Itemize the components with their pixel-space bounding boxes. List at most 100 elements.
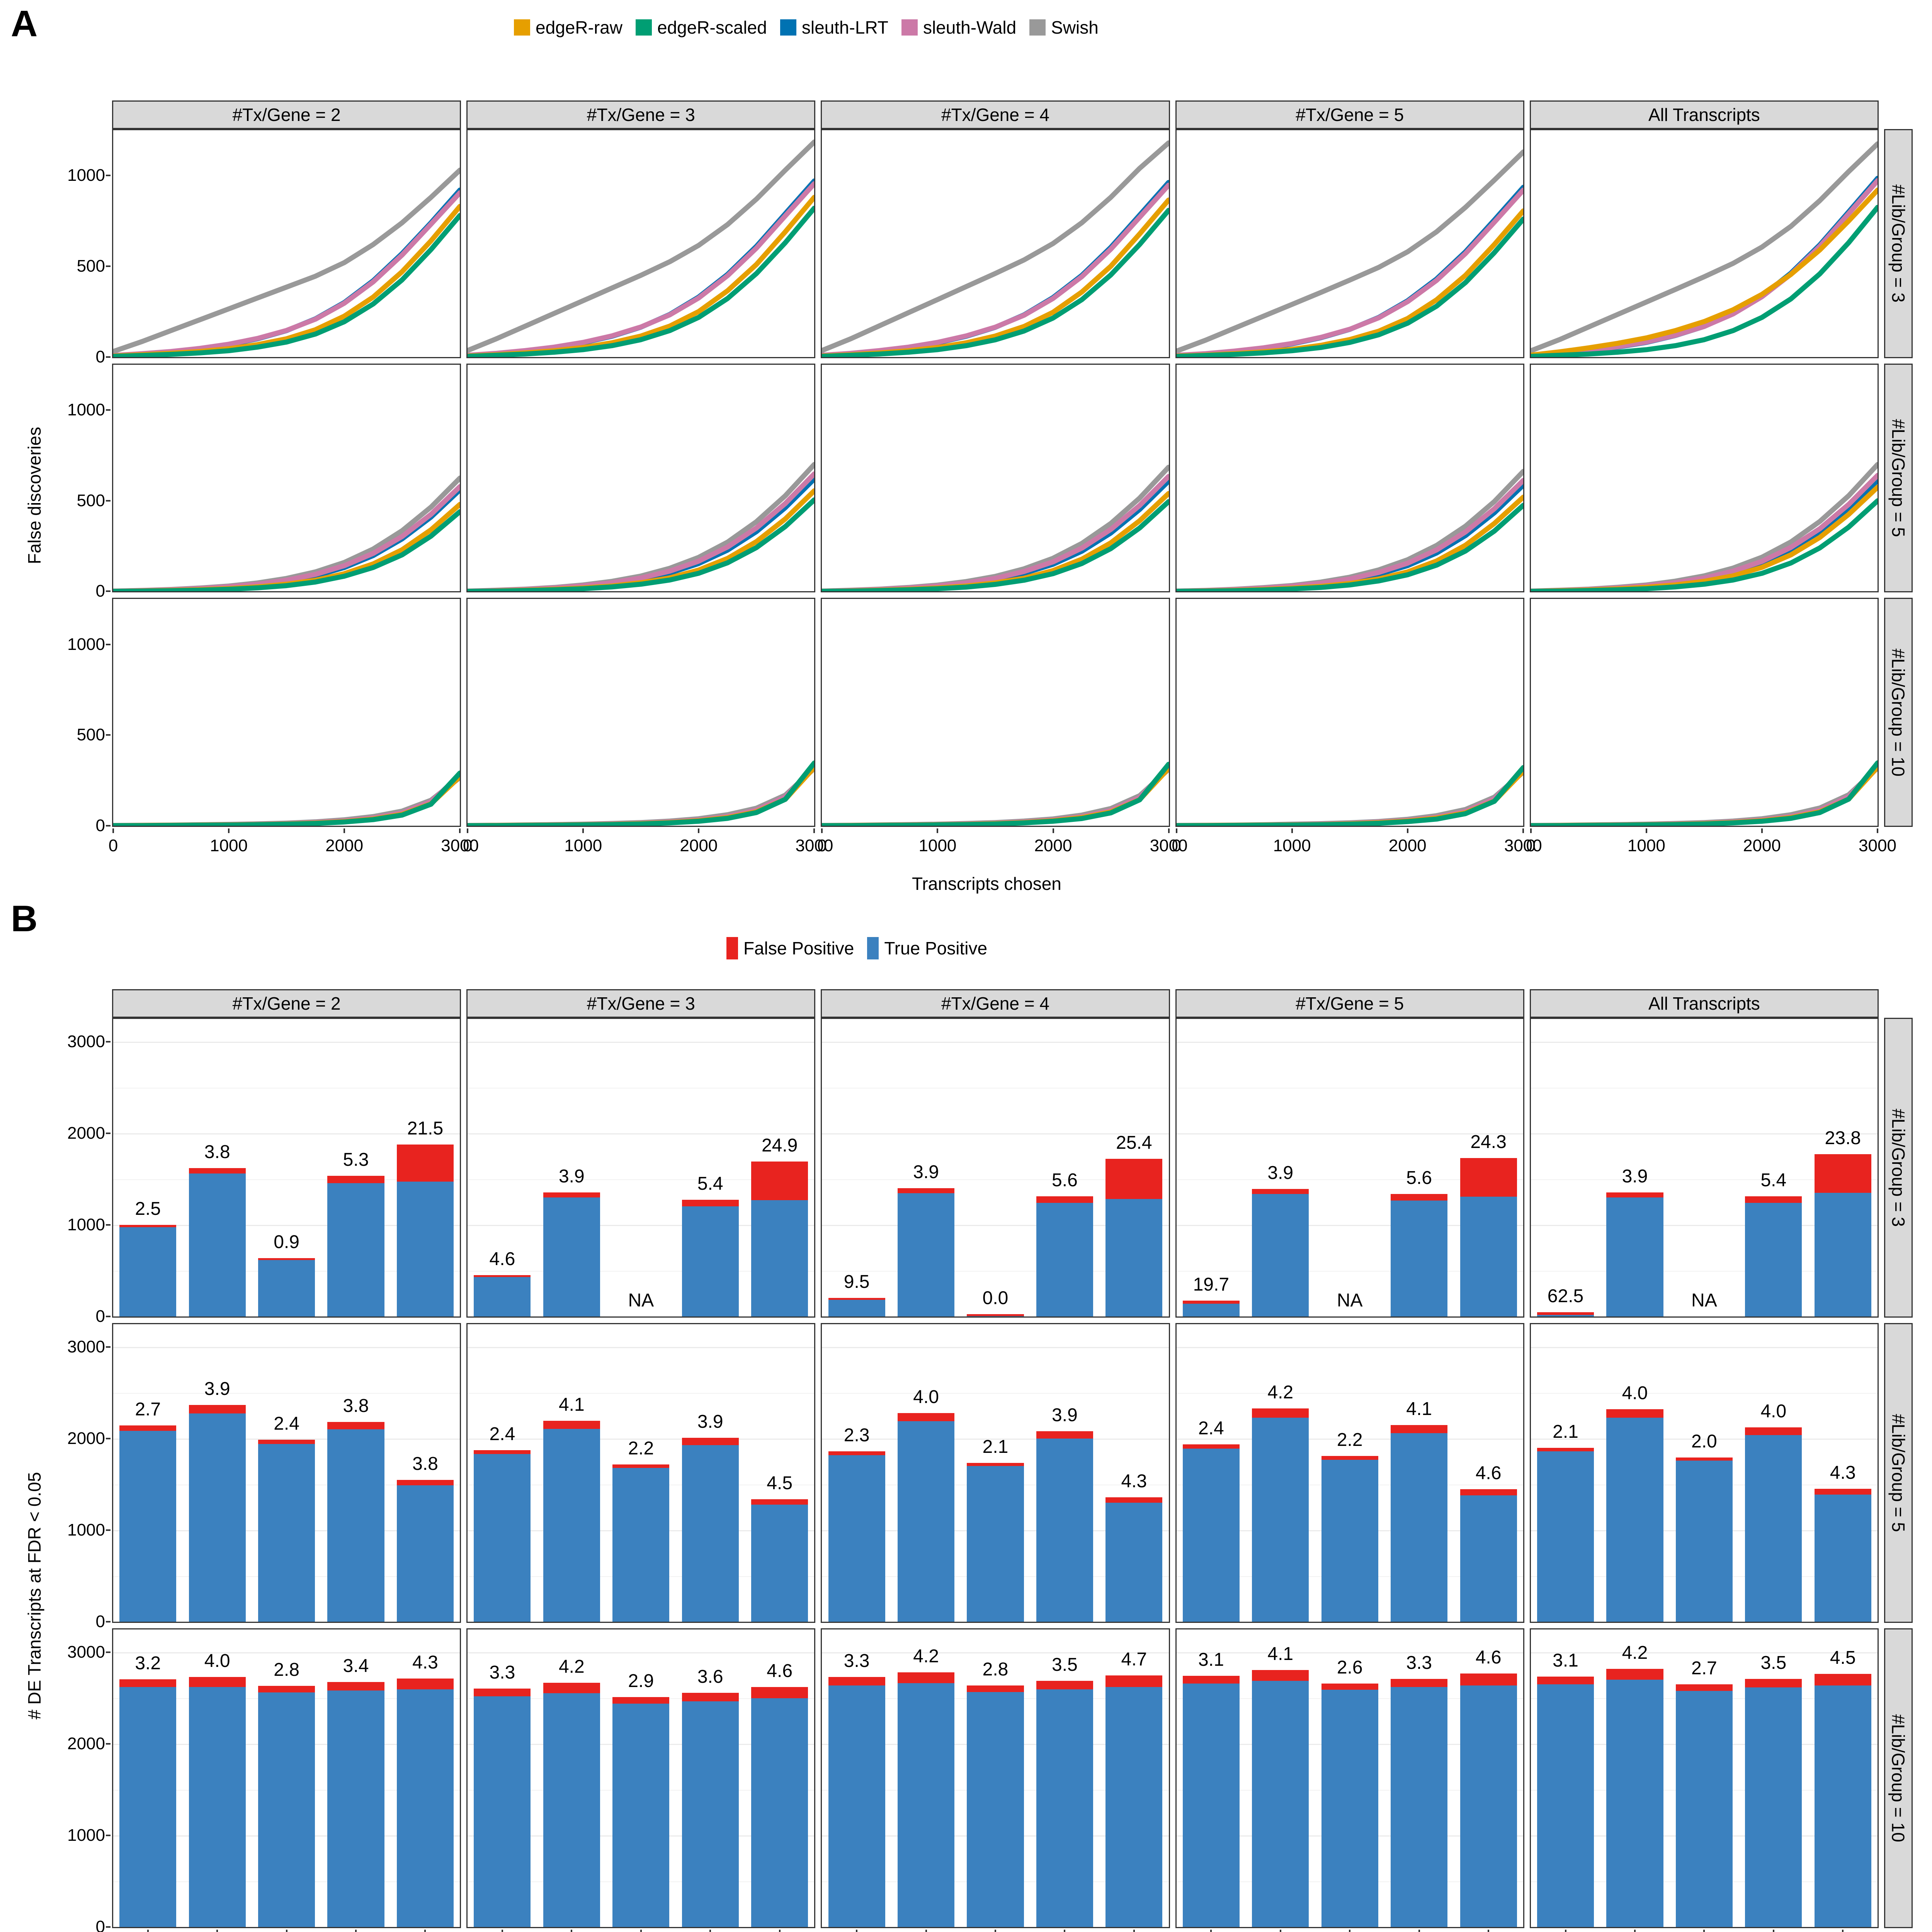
bar-true-positive — [1814, 1193, 1871, 1316]
x-tick-mark — [1565, 1930, 1566, 1932]
plot-cell-r2-c4: 3.1 4.2 2.7 3.5 4.5 — [1529, 1628, 1879, 1928]
bar-false-positive — [258, 1258, 315, 1260]
bar-true-positive — [967, 1692, 1024, 1927]
line-Swish — [1176, 149, 1523, 354]
line-edgeR-raw — [1531, 187, 1878, 357]
bar-value-label: 3.9 — [558, 1166, 585, 1187]
legend-label: Swish — [1051, 17, 1099, 37]
bar-value-label: 2.1 — [1553, 1421, 1578, 1442]
grid-line — [113, 1225, 460, 1226]
bar-value-label-na: NA — [1337, 1290, 1363, 1311]
grid-line — [822, 1042, 1169, 1043]
legend-label: edgeR-scaled — [657, 17, 767, 37]
grid-line — [822, 1652, 1169, 1654]
x-tick-label: 2000 — [1388, 836, 1427, 855]
bar-true-positive — [751, 1504, 808, 1622]
grid-line — [1531, 1225, 1878, 1226]
line-edgeR-scaled — [468, 497, 815, 592]
bar-false-positive — [1391, 1425, 1448, 1433]
line-series-group — [113, 770, 460, 826]
bar-true-positive — [1182, 1303, 1240, 1316]
grid-line — [113, 1652, 460, 1654]
bar-false-positive — [751, 1499, 808, 1505]
bar-false-positive — [543, 1420, 600, 1429]
grid-line — [468, 1393, 815, 1394]
grid-line — [1177, 1927, 1523, 1928]
bar-value-label: 3.1 — [1553, 1650, 1578, 1671]
bar-false-positive — [967, 1685, 1024, 1692]
x-tick-mark — [424, 1930, 426, 1932]
panel-a-y-axis-title: False discoveries — [24, 427, 44, 564]
bar-false-positive — [1606, 1669, 1663, 1680]
y-tick-label: 1000 — [67, 1215, 105, 1235]
plot-cell-r2-c1: 3.3 4.2 2.9 3.6 4.6 — [466, 1628, 816, 1928]
line-edgeR-scaled — [113, 213, 460, 357]
grid-line — [113, 1927, 460, 1928]
plot-cell-r0-c0 — [112, 129, 461, 358]
x-tick-mark — [344, 828, 345, 833]
grid-line — [468, 1652, 815, 1654]
bar-true-positive — [258, 1692, 315, 1927]
line-Swish — [113, 167, 460, 354]
bar-false-positive — [1537, 1677, 1594, 1685]
bar-false-positive — [682, 1693, 739, 1701]
plot-cell-r1-c0 — [112, 363, 461, 593]
line-sleuth-Wald — [1531, 178, 1878, 357]
x-tick-mark — [698, 828, 700, 833]
plot-cell-r1-c4 — [1529, 363, 1879, 593]
grid-line — [1177, 1622, 1523, 1623]
bar-value-label: 2.1 — [982, 1436, 1009, 1457]
bar-value-label: 5.4 — [1760, 1170, 1787, 1191]
bar-value-label: 3.8 — [204, 1141, 230, 1162]
x-tick-mark — [1210, 1930, 1212, 1932]
line-Swish — [822, 140, 1169, 353]
grid-line — [1531, 1347, 1878, 1349]
plot-cell-r0-c4: 62.5 3.9 NA 5.4 23.8 — [1529, 1018, 1879, 1318]
bar-false-positive — [1460, 1673, 1517, 1685]
col-strip-label: #Tx/Gene = 5 — [1296, 105, 1404, 125]
y-tick-mark — [106, 500, 111, 502]
grid-line — [1176, 1347, 1523, 1349]
x-tick-mark — [1406, 828, 1408, 833]
x-tick-mark — [459, 828, 461, 833]
bar-value-label: 5.6 — [1406, 1167, 1432, 1188]
grid-line — [1176, 1179, 1523, 1180]
col-strip-label: #Tx/Gene = 4 — [941, 993, 1049, 1014]
y-tick-mark — [106, 643, 111, 645]
bar-true-positive — [1105, 1503, 1163, 1622]
line-edgeR-scaled — [822, 499, 1169, 592]
bar-false-positive — [612, 1697, 670, 1704]
bar-true-positive — [682, 1445, 739, 1622]
bar-true-positive — [967, 1466, 1024, 1622]
grid-line — [822, 1927, 1168, 1928]
plot-cell-r0-c3: 19.7 3.9 NA 5.6 24.3 — [1175, 1018, 1524, 1318]
bar-value-label: 2.4 — [489, 1423, 515, 1444]
line-Swish — [468, 139, 815, 353]
x-tick-mark — [1168, 828, 1170, 833]
col-strip-2: #Tx/Gene = 4 — [821, 100, 1170, 129]
bar-value-label: 23.8 — [1825, 1128, 1861, 1149]
bar-value-label: 3.5 — [1760, 1652, 1787, 1673]
grid-line — [1176, 1439, 1523, 1440]
bar-value-label: 4.1 — [1267, 1644, 1294, 1665]
bar-true-positive — [1252, 1680, 1309, 1927]
bar-true-positive — [1391, 1687, 1448, 1927]
y-tick-mark — [106, 1835, 111, 1837]
bar-true-positive — [396, 1689, 454, 1927]
line-series-group — [822, 140, 1169, 357]
bar-false-positive — [682, 1200, 739, 1206]
y-tick-mark — [106, 1621, 111, 1622]
col-strip-3: #Tx/Gene = 5 — [1175, 100, 1524, 129]
line-Swish — [1531, 765, 1878, 826]
bar-false-positive — [119, 1225, 177, 1227]
legend-swatch — [726, 937, 738, 959]
x-tick-label: 1000 — [1627, 836, 1665, 855]
bar-value-label: 4.0 — [1622, 1383, 1648, 1403]
bar-false-positive — [897, 1672, 955, 1683]
legend-item: False Positive — [726, 937, 854, 959]
bar-value-label: 2.0 — [1691, 1431, 1717, 1452]
x-tick-mark — [1530, 828, 1532, 833]
bar-false-positive — [967, 1463, 1024, 1466]
grid-line — [468, 1622, 814, 1623]
y-tick-mark — [106, 1316, 111, 1317]
